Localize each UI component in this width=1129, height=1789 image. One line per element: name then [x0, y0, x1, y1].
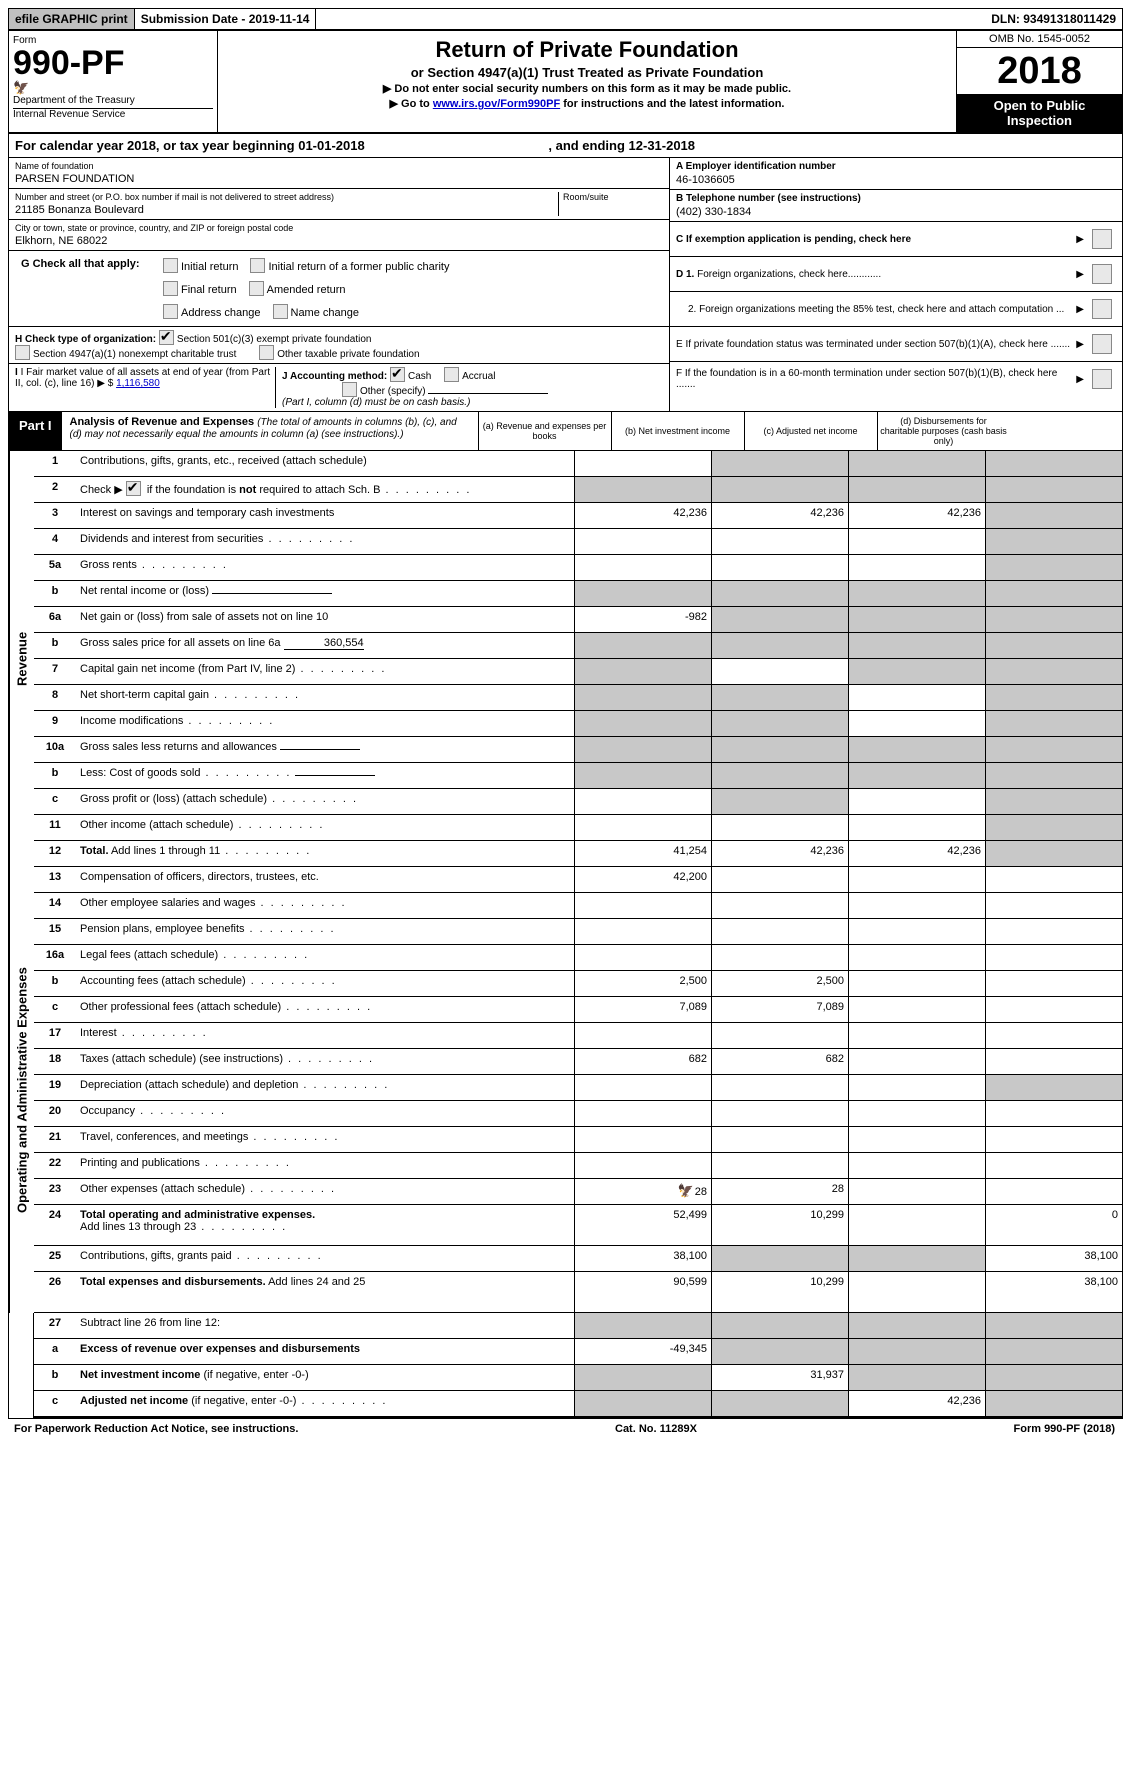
sch-b-checkbox[interactable] [126, 481, 141, 496]
d1-checkbox[interactable] [1092, 264, 1112, 284]
revenue-side-label: Revenue [9, 451, 34, 867]
calendar-year-row: For calendar year 2018, or tax year begi… [9, 134, 1122, 158]
d2-checkbox[interactable] [1092, 299, 1112, 319]
d1-label: Foreign organizations, check here.......… [697, 269, 881, 280]
g-label: G Check all that apply: [21, 258, 151, 273]
form-990pf-page: efile GRAPHIC print Submission Date - 20… [8, 8, 1123, 1419]
col-a-header: (a) Revenue and expenses per books [478, 412, 611, 450]
other-taxable-checkbox[interactable] [259, 345, 274, 360]
initial-return-checkbox[interactable] [163, 258, 178, 273]
room-label: Room/suite [563, 192, 663, 202]
j-label: J Accounting method: [282, 371, 387, 382]
form-title: Return of Private Foundation [224, 37, 950, 63]
cash-checkbox[interactable] [390, 367, 405, 382]
irs-link[interactable]: www.irs.gov/Form990PF [433, 98, 560, 110]
page-footer: For Paperwork Reduction Act Notice, see … [8, 1419, 1121, 1439]
ein-value: 46-1036605 [676, 174, 1116, 186]
revenue-section: Revenue 1Contributions, gifts, grants, e… [9, 451, 1122, 867]
form-number: 990-PF [13, 46, 213, 80]
goto-note: ▶ Go to www.irs.gov/Form990PF for instru… [224, 97, 950, 110]
f-checkbox[interactable] [1092, 369, 1112, 389]
exemption-pending-checkbox[interactable] [1092, 229, 1112, 249]
final-return-checkbox[interactable] [163, 281, 178, 296]
irs-label: Internal Revenue Service [13, 108, 213, 120]
paperwork-notice: For Paperwork Reduction Act Notice, see … [14, 1423, 298, 1435]
line27-section: 27Subtract line 26 from line 12: aExcess… [9, 1313, 1122, 1418]
phone-value: (402) 330-1834 [676, 206, 1116, 218]
submission-date: Submission Date - 2019-11-14 [135, 9, 317, 29]
foundation-city: Elkhorn, NE 68022 [15, 235, 663, 247]
city-label: City or town, state or province, country… [15, 223, 663, 233]
form-header: Form 990-PF 🦅 Department of the Treasury… [9, 31, 1122, 134]
irs-eagle-icon: 🦅 [13, 80, 27, 94]
4947-checkbox[interactable] [15, 345, 30, 360]
addr-change-checkbox[interactable] [163, 304, 178, 319]
col-b-header: (b) Net investment income [611, 412, 744, 450]
initial-former-checkbox[interactable] [250, 258, 265, 273]
top-bar: efile GRAPHIC print Submission Date - 20… [9, 9, 1122, 31]
ein-label: A Employer identification number [676, 161, 1116, 172]
col-c-header: (c) Adjusted net income [744, 412, 877, 450]
foundation-name: PARSEN FOUNDATION [15, 173, 663, 185]
form-subtitle: or Section 4947(a)(1) Trust Treated as P… [224, 65, 950, 80]
j-note: (Part I, column (d) must be on cash basi… [282, 397, 470, 408]
e-checkbox[interactable] [1092, 334, 1112, 354]
addr-label: Number and street (or P.O. box number if… [15, 192, 558, 202]
efile-label[interactable]: efile GRAPHIC print [9, 9, 135, 29]
ssn-warning: ▶ Do not enter social security numbers o… [224, 82, 950, 95]
col-d-header: (d) Disbursements for charitable purpose… [877, 412, 1010, 450]
omb-number: OMB No. 1545-0052 [957, 31, 1122, 48]
name-change-checkbox[interactable] [273, 304, 288, 319]
other-method-checkbox[interactable] [342, 382, 357, 397]
c-label: C If exemption application is pending, c… [676, 234, 1072, 245]
catalog-number: Cat. No. 11289X [615, 1423, 697, 1435]
501c3-checkbox[interactable] [159, 330, 174, 345]
foundation-addr: 21185 Bonanza Boulevard [15, 204, 558, 216]
accrual-checkbox[interactable] [444, 367, 459, 382]
part1-header: Part I Analysis of Revenue and Expenses … [9, 412, 1122, 451]
tax-year: 2018 [957, 48, 1122, 94]
d2-label: 2. Foreign organizations meeting the 85%… [676, 304, 1072, 315]
amended-return-checkbox[interactable] [249, 281, 264, 296]
dln-label: DLN: 93491318011429 [985, 9, 1122, 29]
dept-label: Department of the Treasury [13, 95, 213, 106]
expenses-side-label: Operating and Administrative Expenses [9, 867, 34, 1313]
name-label: Name of foundation [15, 161, 663, 171]
e-label: E If private foundation status was termi… [676, 339, 1072, 350]
part1-label: Part I [9, 412, 62, 450]
fmv-value[interactable]: 1,116,580 [116, 378, 160, 389]
expenses-section: Operating and Administrative Expenses 13… [9, 867, 1122, 1313]
form-ref: Form 990-PF (2018) [1014, 1423, 1116, 1435]
attachment-icon[interactable]: 🦅 [678, 1183, 692, 1197]
info-section: Name of foundation PARSEN FOUNDATION Num… [9, 158, 1122, 412]
f-label: F If the foundation is in a 60-month ter… [676, 368, 1072, 390]
h-label: H Check type of organization: [15, 334, 156, 345]
open-public: Open to Public Inspection [957, 94, 1122, 132]
phone-label: B Telephone number (see instructions) [676, 193, 1116, 204]
part1-title: Analysis of Revenue and Expenses [70, 416, 255, 428]
